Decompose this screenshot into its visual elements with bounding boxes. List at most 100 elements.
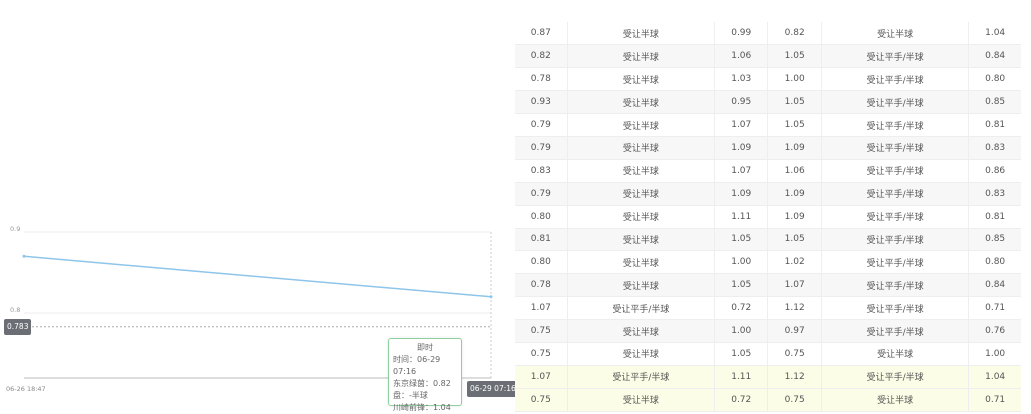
table-cell: 1.05	[767, 113, 822, 137]
table-cell: 1.11	[714, 205, 769, 229]
table-cell: 受让半球	[567, 90, 716, 115]
table-cell: 1.07	[714, 159, 769, 183]
table-cell: 受让半球	[567, 136, 716, 160]
table-cell: 受让平手/半球	[821, 44, 970, 69]
table-cell: 受让平手/半球	[821, 228, 970, 252]
table-cell: 0.80	[968, 250, 1021, 275]
table-cell: 0.82	[767, 22, 822, 46]
table-cell: 1.02	[767, 250, 822, 275]
cursor-x-label: 06-29 07:16	[467, 381, 519, 397]
table-row: 0.79 受让半球 1.09 1.09 受让平手/半球 0.83	[515, 136, 1021, 160]
table-cell: 受让平手/半球	[821, 250, 970, 275]
table-row: 0.82 受让半球 1.06 1.05 受让平手/半球 0.84	[515, 44, 1021, 69]
data-point	[22, 254, 26, 258]
table-cell: 0.71	[968, 388, 1021, 412]
table-cell: 0.84	[968, 44, 1021, 69]
table-cell: 受让半球	[567, 44, 716, 69]
table-cell: 0.75	[515, 342, 568, 366]
table-cell: 受让半球	[821, 342, 970, 366]
table-cell: 1.07	[767, 273, 822, 298]
table-cell: 受让平手/半球	[821, 365, 970, 389]
table-cell: 0.82	[515, 44, 568, 69]
table-cell: 受让半球	[567, 250, 716, 275]
table-row: 0.78 受让半球 1.05 1.07 受让平手/半球 0.84	[515, 273, 1021, 298]
table-row: 0.80 受让半球 1.11 1.09 受让平手/半球 0.81	[515, 205, 1021, 229]
table-cell: 受让半球	[567, 228, 716, 252]
table-cell: 1.05	[767, 44, 822, 69]
table-row: 0.79 受让半球 1.09 1.09 受让平手/半球 0.83	[515, 182, 1021, 206]
table-cell: 0.81	[515, 228, 568, 252]
table-cell: 1.03	[714, 67, 769, 92]
table-row: 0.87 受让半球 0.99 0.82 受让半球 1.04	[515, 22, 1021, 46]
table-row: 1.07 受让平手/半球 1.11 1.12 受让平手/半球 1.04	[515, 365, 1021, 389]
y-tick-label: 0.9	[10, 225, 20, 233]
table-cell: 1.06	[714, 44, 769, 69]
tooltip-line: 川崎前锋：1.04	[393, 403, 451, 412]
table-row: 0.75 受让半球 1.00 0.97 受让平手/半球 0.76	[515, 319, 1021, 343]
table-cell: 1.07	[515, 365, 568, 389]
table-row: 0.75 受让半球 1.05 0.75 受让半球 1.00	[515, 342, 1021, 366]
table-cell: 0.79	[515, 182, 568, 206]
x-tick-label: 06-26 18:47	[6, 385, 46, 393]
table-cell: 0.75	[767, 388, 822, 412]
y-tick-label: 0.8	[10, 306, 20, 314]
table-row: 0.83 受让半球 1.07 1.06 受让平手/半球 0.86	[515, 159, 1021, 183]
table-cell: 受让半球	[567, 205, 716, 229]
table-cell: 1.07	[515, 296, 568, 321]
table-cell: 0.80	[968, 67, 1021, 92]
table-cell: 受让半球	[567, 159, 716, 183]
table-cell: 0.87	[515, 22, 568, 46]
table-cell: 受让半球	[567, 182, 716, 206]
table-cell: 1.05	[767, 228, 822, 252]
table-cell: 0.78	[515, 273, 568, 298]
table-row: 0.75 受让半球 0.72 0.75 受让半球 0.71	[515, 388, 1021, 412]
table-cell: 0.84	[968, 273, 1021, 298]
table-cell: 1.12	[767, 365, 822, 389]
table-cell: 受让半球	[821, 388, 970, 412]
tooltip-title: 即时	[417, 343, 433, 352]
table-cell: 0.75	[515, 388, 568, 412]
table-cell: 0.75	[515, 319, 568, 343]
table-cell: 1.06	[767, 159, 822, 183]
table-cell: 0.83	[515, 159, 568, 183]
table-cell: 受让平手/半球	[821, 182, 970, 206]
table-cell: 1.09	[767, 205, 822, 229]
table-cell: 受让平手/半球	[821, 159, 970, 183]
table-cell: 受让半球	[567, 388, 716, 412]
table-cell: 0.85	[968, 228, 1021, 252]
odds-table: 0.87 受让半球 0.99 0.82 受让半球 1.04 0.82 受让半球 1.06 1.05…	[515, 22, 1021, 412]
table-cell: 1.09	[714, 136, 769, 160]
tooltip-line: 时间：06-29 07:16	[393, 355, 441, 376]
table-cell: 0.79	[515, 136, 568, 160]
series-line	[23, 255, 492, 298]
table-cell: 0.99	[714, 22, 769, 46]
table-cell: 1.00	[968, 342, 1021, 366]
table-cell: 0.85	[968, 90, 1021, 115]
table-cell: 1.09	[714, 182, 769, 206]
table-cell: 受让平手/半球	[821, 205, 970, 229]
table-cell: 0.81	[968, 113, 1021, 137]
reference-value-label: 0.783	[4, 319, 32, 335]
table-cell: 0.80	[515, 205, 568, 229]
table-cell: 受让平手/半球	[821, 273, 970, 298]
table-cell: 受让半球	[821, 22, 970, 46]
table-cell: 0.76	[968, 319, 1021, 343]
table-cell: 受让平手/半球	[567, 296, 716, 321]
table-cell: 1.00	[714, 250, 769, 275]
table-cell: 1.04	[968, 22, 1021, 46]
table-cell: 0.83	[968, 182, 1021, 206]
table-cell: 受让平手/半球	[821, 136, 970, 160]
table-cell: 1.04	[968, 365, 1021, 389]
table-cell: 受让半球	[567, 22, 716, 46]
table-cell: 1.11	[714, 365, 769, 389]
tooltip-line: 东京绿茵：0.82	[393, 379, 451, 388]
table-cell: 1.05	[714, 273, 769, 298]
table-cell: 0.72	[714, 388, 769, 412]
table-row: 0.78 受让半球 1.03 1.00 受让平手/半球 0.80	[515, 67, 1021, 92]
table-cell: 0.86	[968, 159, 1021, 183]
table-cell: 受让半球	[567, 113, 716, 137]
table-row: 0.79 受让半球 1.07 1.05 受让平手/半球 0.81	[515, 113, 1021, 137]
table-cell: 0.93	[515, 90, 568, 115]
table-cell: 1.09	[767, 136, 822, 160]
table-cell: 1.09	[767, 182, 822, 206]
